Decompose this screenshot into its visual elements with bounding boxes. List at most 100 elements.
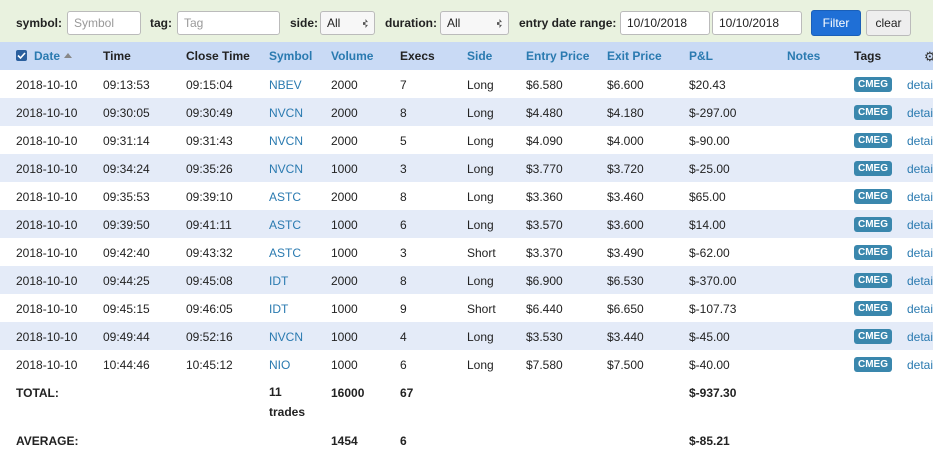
details-link[interactable]: details [907,330,933,344]
tag-badge[interactable]: CMEG [854,161,892,176]
total-execs: 67 [400,386,414,400]
symbol-link[interactable]: NVCN [269,106,304,120]
duration-select[interactable]: All [440,11,509,35]
tag-badge[interactable]: CMEG [854,133,892,148]
cell: 10:44:46 [103,358,150,372]
cell: 1000 [331,358,358,372]
cell: 09:31:14 [103,134,150,148]
cell: 2000 [331,134,358,148]
cell: 09:43:32 [186,246,233,260]
clear-button[interactable]: clear [866,10,911,36]
date-from[interactable]: 10/10/2018 [620,11,710,35]
cell: 10:45:12 [186,358,233,372]
cell: $6.530 [607,274,644,288]
settings-icon[interactable]: ⚙ [924,49,933,64]
cell: 2000 [331,78,358,92]
side-select[interactable]: All [320,11,375,35]
cell: 09:30:05 [103,106,150,120]
column-header[interactable]: Volume [331,49,374,63]
cell: $3.770 [526,162,563,176]
cell: 09:39:50 [103,218,150,232]
column-header: Close Time [186,49,250,63]
tag-badge[interactable]: CMEG [854,329,892,344]
average-execs: 6 [400,434,407,448]
symbol-link[interactable]: NBEV [269,78,302,92]
symbol-link[interactable]: IDT [269,302,289,316]
total-label: TOTAL: [16,386,59,400]
symbol-link[interactable]: NVCN [269,330,304,344]
symbol-link[interactable]: NVCN [269,134,304,148]
column-header[interactable]: Symbol [269,49,313,63]
cell: 09:30:49 [186,106,233,120]
symbol-link[interactable]: ASTC [269,190,302,204]
symbol-link[interactable]: ASTC [269,246,302,260]
details-link[interactable]: details [907,218,933,232]
select-all-checkbox[interactable] [16,50,27,61]
column-header[interactable]: Date [34,49,73,63]
cell: 09:52:16 [186,330,233,344]
date-to[interactable]: 10/10/2018 [712,11,802,35]
cell: 9 [400,302,407,316]
details-link[interactable]: details [907,106,933,120]
tag-badge[interactable]: CMEG [854,105,892,120]
trade-row: 2018-10-10 09:42:40 09:43:32 ASTC 1000 3 Short… [0,238,933,266]
details-link[interactable]: details [907,190,933,204]
cell: 09:45:08 [186,274,233,288]
cell: Long [467,162,494,176]
trade-row: 2018-10-10 09:13:53 09:15:04 NBEV 2000 7 Long $… [0,70,933,98]
details-link[interactable]: details [907,274,933,288]
cell: $3.360 [526,190,563,204]
column-header: Tags [854,49,882,63]
details-link[interactable]: details [907,358,933,372]
cell: $6.900 [526,274,563,288]
symbol-link[interactable]: IDT [269,274,289,288]
column-header[interactable]: P&L [689,49,713,63]
trade-row: 2018-10-10 09:45:15 09:46:05 IDT 1000 9 Short $… [0,294,933,322]
cell: 1000 [331,162,358,176]
details-link[interactable]: details [907,78,933,92]
tag-badge[interactable]: CMEG [854,217,892,232]
cell: $3.370 [526,246,563,260]
column-header[interactable]: Entry Price [526,49,590,63]
details-link[interactable]: details [907,246,933,260]
cell: 6 [400,358,407,372]
tag-badge[interactable]: CMEG [854,301,892,316]
tag-badge[interactable]: CMEG [854,245,892,260]
cell: 8 [400,274,407,288]
tag-badge[interactable]: CMEG [854,357,892,372]
cell: 09:41:11 [186,218,232,232]
cell: Short [467,246,496,260]
cell: 6 [400,218,407,232]
symbol-link[interactable]: NIO [269,358,291,372]
details-link[interactable]: details [907,162,933,176]
symbol-link[interactable]: NVCN [269,162,304,176]
column-header[interactable]: Exit Price [607,49,662,63]
cell: 09:39:10 [186,190,233,204]
cell: $4.000 [607,134,644,148]
column-header[interactable]: Notes [787,49,821,63]
tag-badge[interactable]: CMEG [854,273,892,288]
cell: $3.460 [607,190,644,204]
filter-button[interactable]: Filter [811,10,861,36]
tag-input[interactable]: Tag [177,11,280,35]
cell: $6.440 [526,302,563,316]
cell: Long [467,106,494,120]
details-link[interactable]: details [907,134,933,148]
tag-badge[interactable]: CMEG [854,189,892,204]
cell: 2000 [331,190,358,204]
cell: 09:49:44 [103,330,150,344]
trade-row: 2018-10-10 09:34:24 09:35:26 NVCN 1000 3 Long $… [0,154,933,182]
symbol-link[interactable]: ASTC [269,218,302,232]
cell: $4.180 [607,106,644,120]
cell: 2018-10-10 [16,218,78,232]
cell: 2018-10-10 [16,302,78,316]
cell: 09:35:26 [186,162,233,176]
cell: 4 [400,330,407,344]
tag-badge[interactable]: CMEG [854,77,892,92]
column-header[interactable]: Side [467,49,493,63]
cell: $-297.00 [689,106,737,120]
cell: $-107.73 [689,302,737,316]
symbol-input[interactable]: Symbol [67,11,141,35]
details-link[interactable]: details [907,302,933,316]
average-pnl: $-85.21 [689,434,730,448]
